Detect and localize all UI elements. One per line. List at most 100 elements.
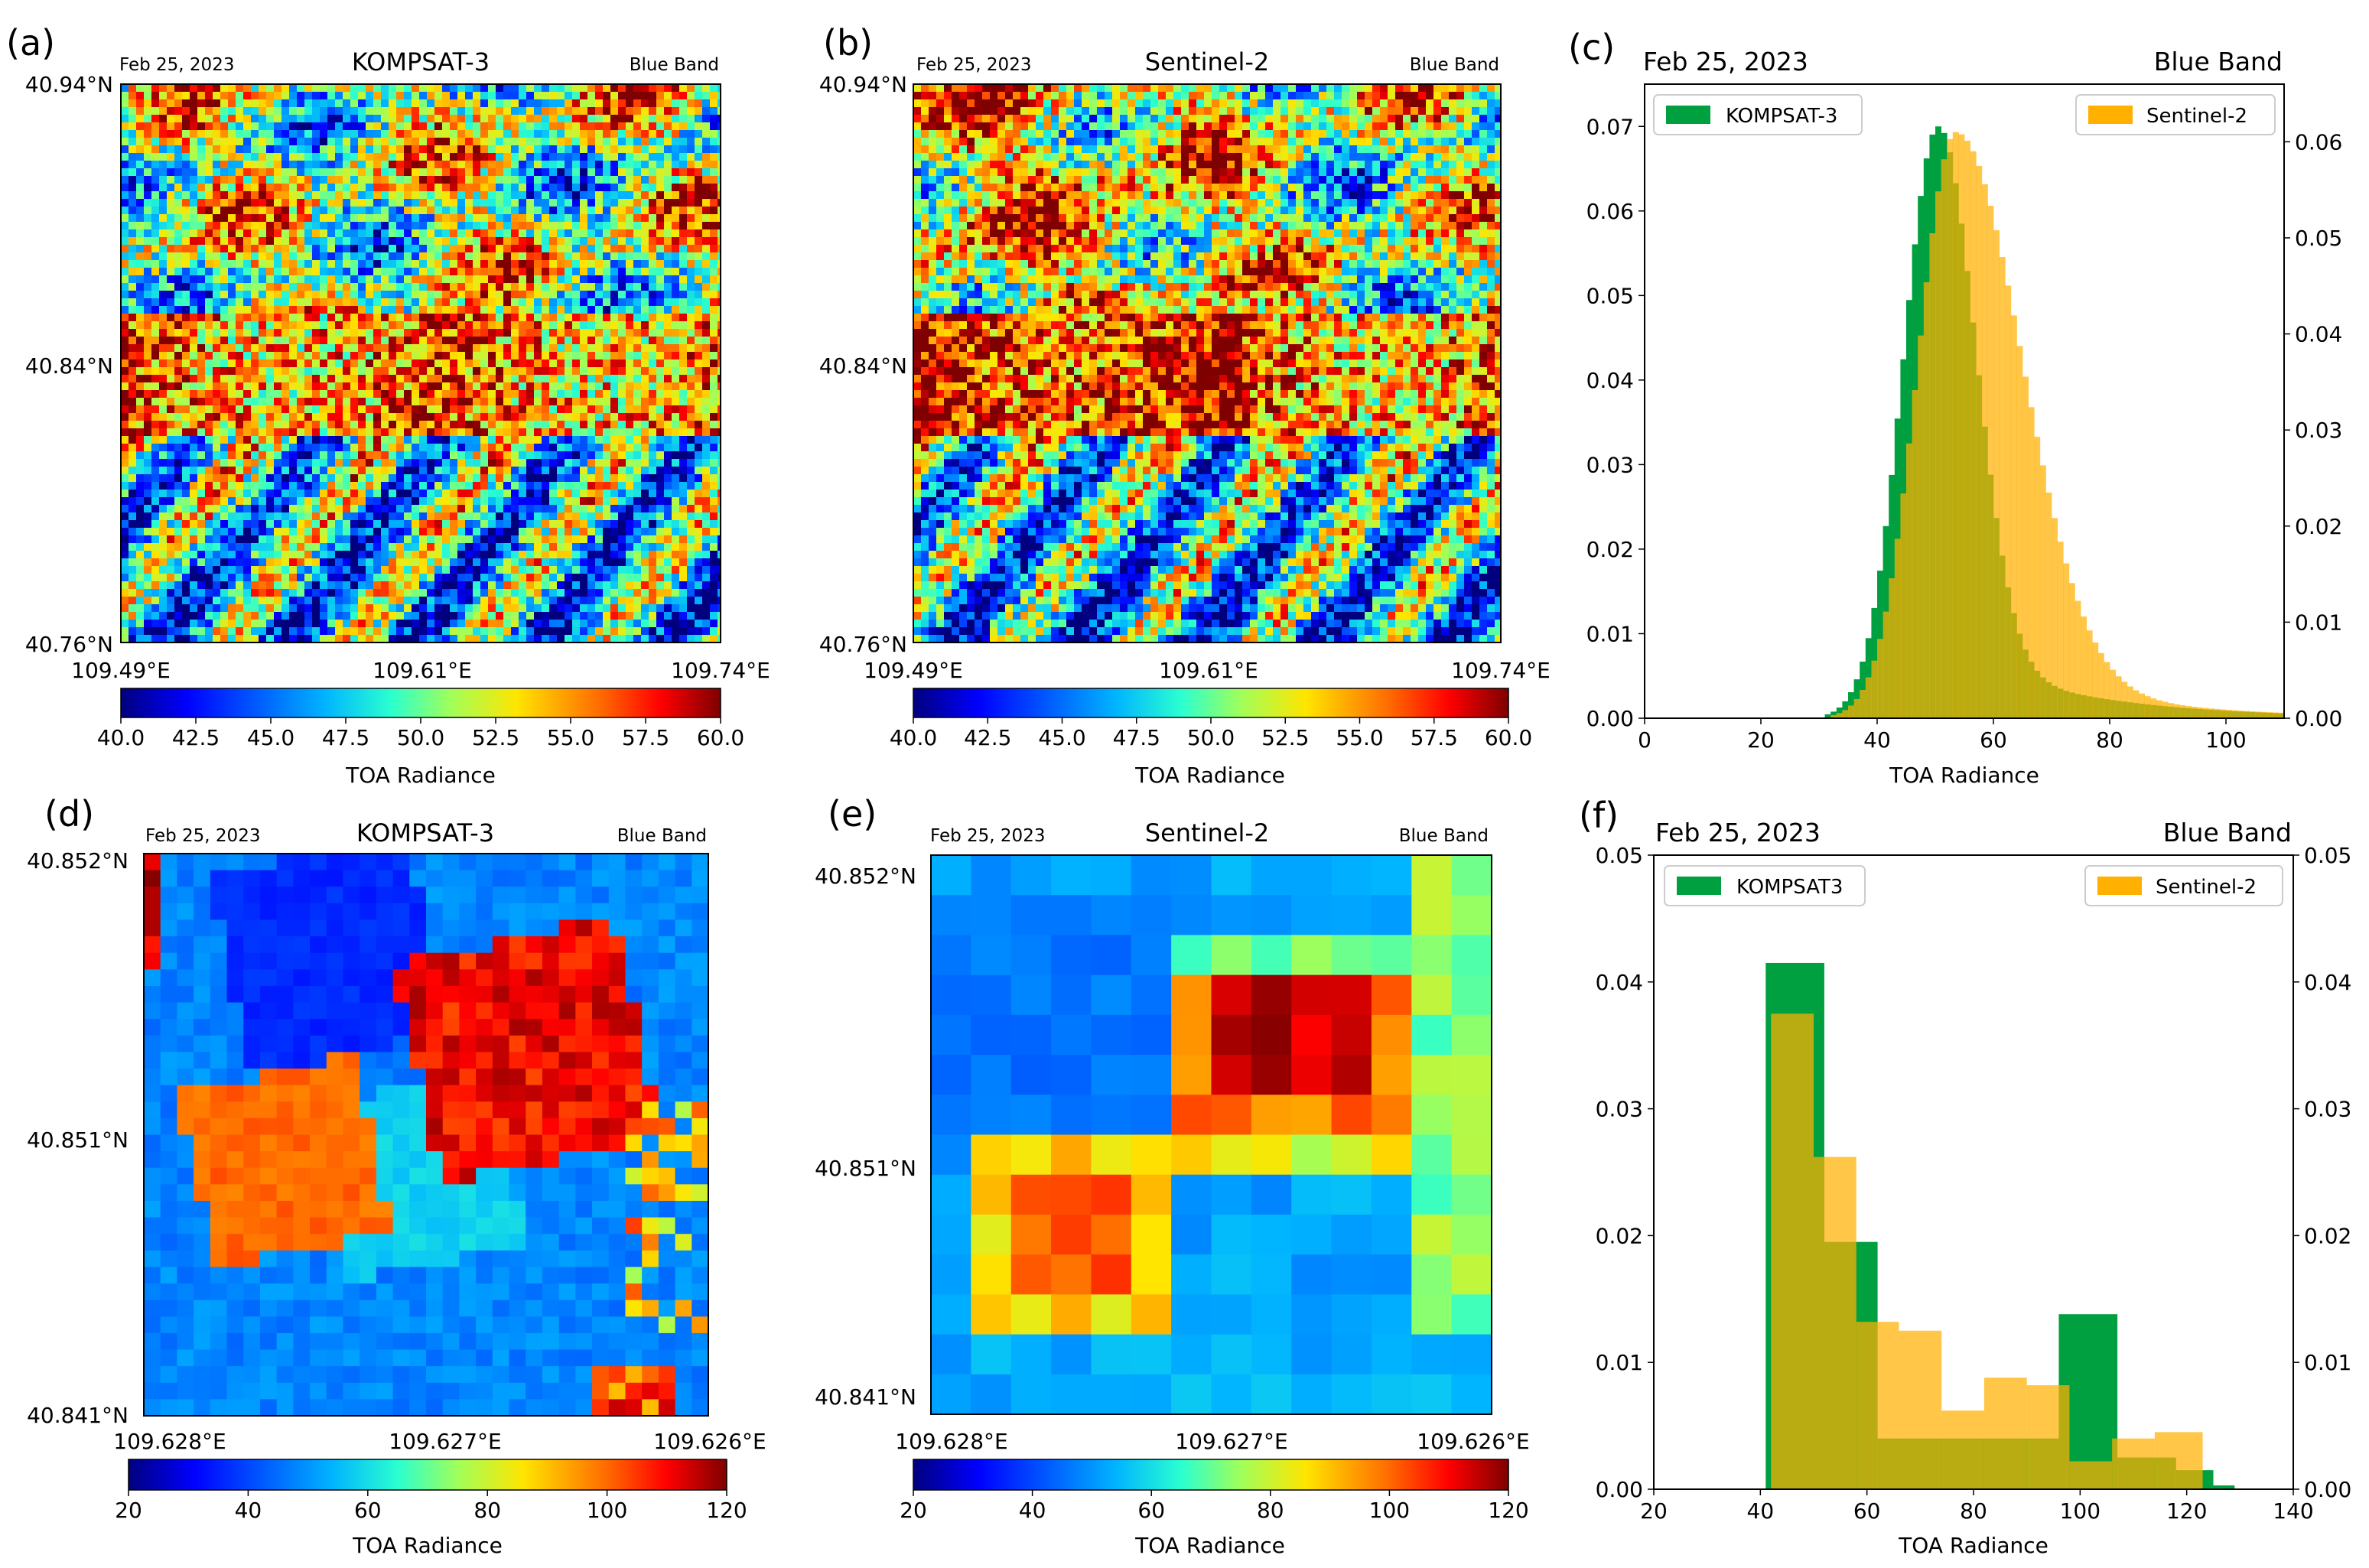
map-pixel <box>618 138 626 146</box>
map-pixel <box>434 512 443 521</box>
map-pixel <box>289 451 298 460</box>
map-pixel <box>465 482 473 490</box>
map-pixel <box>151 428 160 437</box>
map-pixel <box>610 535 619 544</box>
map-pixel <box>159 84 168 93</box>
map-pixel <box>419 490 428 498</box>
map-pixel <box>656 352 665 360</box>
map-pixel <box>259 107 267 115</box>
map-pixel <box>327 130 336 138</box>
map-pixel <box>412 184 420 192</box>
map-pixel <box>220 467 229 475</box>
map-pixel <box>266 145 275 154</box>
map-pixel <box>121 329 129 337</box>
map-pixel <box>633 482 642 490</box>
map-pixel <box>304 184 313 192</box>
map-pixel <box>358 99 366 108</box>
map-pixel <box>442 451 451 460</box>
map-pixel <box>695 229 703 238</box>
map-pixel <box>549 490 558 498</box>
map-pixel <box>389 291 397 299</box>
map-pixel <box>580 283 588 291</box>
map-pixel <box>144 138 152 146</box>
map-pixel <box>450 138 458 146</box>
map-pixel <box>205 268 213 276</box>
map-pixel <box>220 436 229 444</box>
map-pixel <box>121 528 129 536</box>
map-pixel <box>220 291 229 299</box>
map-pixel <box>526 138 535 146</box>
map-pixel <box>702 161 711 169</box>
map-pixel <box>664 298 672 307</box>
map-pixel <box>312 367 321 376</box>
map-pixel <box>488 558 496 567</box>
map-pixel <box>595 252 604 261</box>
map-pixel <box>587 551 596 559</box>
map-pixel <box>129 551 137 559</box>
map-pixel <box>190 405 198 414</box>
map-pixel <box>190 275 198 284</box>
map-pixel <box>496 99 504 108</box>
map-pixel <box>442 459 451 467</box>
map-pixel <box>266 306 275 314</box>
map-pixel <box>228 99 236 108</box>
map-pixel <box>503 191 512 200</box>
map-pixel <box>695 275 703 284</box>
map-pixel <box>473 245 481 253</box>
map-pixel <box>335 421 343 429</box>
map-pixel <box>695 291 703 299</box>
map-pixel <box>289 291 298 299</box>
map-pixel <box>450 168 458 177</box>
map-pixel <box>320 436 328 444</box>
map-pixel <box>297 168 305 177</box>
map-pixel <box>702 390 711 399</box>
map-pixel <box>312 115 321 123</box>
map-pixel <box>626 444 634 452</box>
map-pixel <box>174 505 183 513</box>
map-pixel <box>274 161 282 169</box>
map-pixel <box>687 482 695 490</box>
map-pixel <box>664 176 672 184</box>
map-pixel <box>595 314 604 322</box>
map-pixel <box>633 359 642 368</box>
map-pixel <box>664 252 672 261</box>
map-pixel <box>519 99 527 108</box>
map-pixel <box>197 558 206 567</box>
map-pixel <box>702 436 711 444</box>
map-pixel <box>656 543 665 551</box>
map-pixel <box>618 367 626 376</box>
map-pixel <box>167 138 175 146</box>
map-pixel <box>320 337 328 345</box>
map-pixel <box>350 490 359 498</box>
map-pixel <box>434 168 443 177</box>
map-pixel <box>465 84 473 93</box>
map-pixel <box>274 329 282 337</box>
map-pixel <box>350 482 359 490</box>
map-pixel <box>511 314 519 322</box>
map-pixel <box>679 161 688 169</box>
map-pixel <box>381 436 389 444</box>
map-pixel <box>343 84 351 93</box>
map-pixel <box>259 413 267 421</box>
map-pixel <box>312 153 321 161</box>
map-pixel <box>618 184 626 192</box>
map-pixel <box>718 405 721 414</box>
map-pixel <box>480 359 489 368</box>
map-pixel <box>603 551 611 559</box>
map-pixel <box>603 161 611 169</box>
map-pixel <box>534 237 542 246</box>
map-pixel <box>366 321 374 330</box>
map-pixel <box>480 207 489 215</box>
map-pixel <box>580 207 588 215</box>
map-pixel <box>228 92 236 100</box>
map-pixel <box>718 145 721 154</box>
map-pixel <box>519 138 527 146</box>
map-pixel <box>488 482 496 490</box>
map-pixel <box>121 161 129 169</box>
map-pixel <box>136 122 145 131</box>
map-pixel <box>289 168 298 177</box>
map-pixel <box>151 275 160 284</box>
map-pixel <box>174 528 183 536</box>
map-pixel <box>251 436 259 444</box>
map-pixel <box>664 375 672 383</box>
